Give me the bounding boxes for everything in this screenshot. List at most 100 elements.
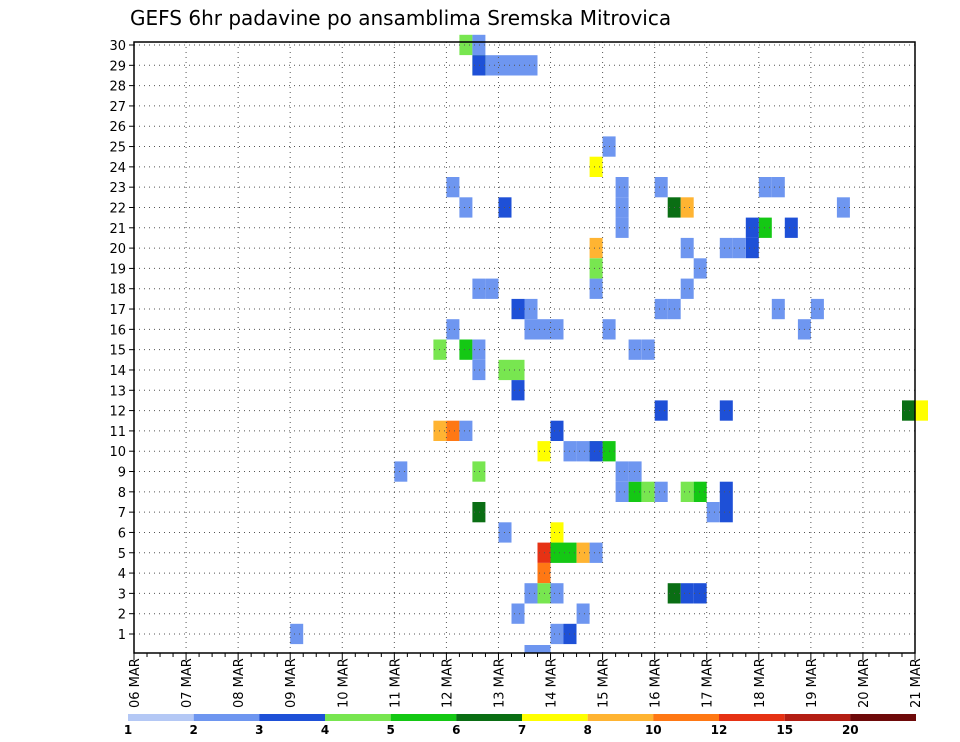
y-tick-label: 6 <box>118 526 126 541</box>
y-tick-label: 25 <box>109 141 126 156</box>
legend-label: 3 <box>255 723 263 737</box>
legend-swatch <box>784 714 851 721</box>
legend-label: 5 <box>387 723 395 737</box>
legend-swatch <box>128 714 194 721</box>
y-tick-label: 2 <box>118 608 126 623</box>
y-tick-label: 22 <box>109 201 126 216</box>
y-tick-label: 11 <box>109 425 126 440</box>
precip-cell <box>784 217 798 238</box>
precip-cell <box>511 55 525 76</box>
y-tick-label: 4 <box>118 567 126 582</box>
x-axis: 06 MAR 07 MAR 08 MAR 09 MAR 10 MAR 11 MAR 12 M… <box>128 653 924 708</box>
legend-label: 7 <box>518 723 526 737</box>
color-legend: 1 2 3 4 5 6 7 8 10 12 15 20 <box>124 714 916 737</box>
precip-cell <box>550 420 564 441</box>
precip-cell <box>719 400 733 421</box>
precip-cell <box>589 441 603 462</box>
precip-cell <box>511 359 525 381</box>
y-tick-label: 20 <box>109 242 126 257</box>
precip-cell <box>771 177 785 198</box>
precip-cell <box>654 298 668 320</box>
precip-cell <box>680 583 694 604</box>
precip-cell <box>472 502 486 523</box>
legend-swatch <box>587 714 654 721</box>
precip-cell <box>771 298 785 320</box>
precip-cell <box>537 645 551 653</box>
precip-cell <box>654 400 668 421</box>
y-tick-label: 28 <box>109 80 126 95</box>
y-tick-label: 16 <box>109 323 126 338</box>
x-tick-label: 12 MAR <box>440 658 455 708</box>
x-tick-label: 11 MAR <box>388 658 403 708</box>
precip-cell <box>446 420 460 441</box>
y-tick-label: 17 <box>109 303 126 318</box>
precip-cell <box>745 217 759 238</box>
legend-label: 20 <box>842 723 859 737</box>
precip-cell <box>589 237 603 259</box>
y-tick-label: 27 <box>109 100 126 115</box>
precip-cell <box>446 177 460 198</box>
precip-cell <box>576 441 590 462</box>
legend-swatch <box>850 714 916 721</box>
precip-cell <box>394 461 408 482</box>
precip-cell <box>680 278 694 299</box>
legend-swatch <box>719 714 785 721</box>
legend-swatch <box>653 714 719 721</box>
x-tick-label: 07 MAR <box>180 658 195 708</box>
precip-cell <box>641 339 655 360</box>
precip-cell <box>615 481 629 502</box>
x-tick-label: 09 MAR <box>284 658 299 708</box>
precip-cell <box>615 461 629 482</box>
legend-swatch <box>193 714 260 721</box>
precip-cell <box>524 319 538 340</box>
legend-label: 10 <box>645 723 662 737</box>
x-tick-label: 19 MAR <box>805 658 820 708</box>
legend-label: 2 <box>190 723 198 737</box>
legend-label: 12 <box>711 723 728 737</box>
precip-cell <box>719 481 733 502</box>
precip-cell <box>576 603 590 624</box>
x-tick-label: 13 MAR <box>492 658 507 708</box>
x-tick-label: 06 MAR <box>128 658 143 708</box>
y-tick-label: 1 <box>118 628 126 643</box>
precip-cell <box>615 217 629 238</box>
precip-cell <box>524 298 538 320</box>
precip-cell <box>589 278 603 299</box>
precip-cell <box>459 339 473 360</box>
y-tick-label: 7 <box>118 506 126 521</box>
precip-cell <box>615 177 629 198</box>
precip-cell <box>615 197 629 218</box>
precip-cell <box>524 645 538 653</box>
precip-cell <box>902 400 915 421</box>
precip-cell <box>641 481 655 502</box>
y-tick-label: 12 <box>109 405 126 420</box>
precip-cell <box>758 217 772 238</box>
legend-label: 15 <box>776 723 793 737</box>
y-tick-label: 29 <box>109 59 126 74</box>
precip-cell <box>745 237 759 259</box>
precip-cell <box>472 34 486 56</box>
precip-cell <box>719 502 733 523</box>
precip-cell <box>550 583 564 604</box>
precip-cell <box>654 481 668 502</box>
precip-cell <box>589 258 603 279</box>
precip-cell <box>836 197 850 218</box>
legend-swatch <box>522 714 588 721</box>
y-axis: 1234567891011121314151617181920212223242… <box>109 39 134 643</box>
precip-cell <box>550 542 564 563</box>
precip-cell <box>472 55 486 76</box>
y-tick-label: 15 <box>109 344 126 359</box>
precip-cell <box>589 542 603 563</box>
precip-cell <box>550 522 564 543</box>
y-tick-label: 18 <box>109 283 126 298</box>
precip-cell <box>472 461 486 482</box>
y-tick-label: 13 <box>109 384 126 399</box>
precip-cell <box>680 237 694 259</box>
y-tick-label: 24 <box>109 161 126 176</box>
y-tick-label: 26 <box>109 120 126 135</box>
x-tick-label: 20 MAR <box>857 658 872 708</box>
precip-cell <box>915 400 928 421</box>
x-tick-label: 17 MAR <box>701 658 716 708</box>
precip-cell <box>290 623 304 645</box>
